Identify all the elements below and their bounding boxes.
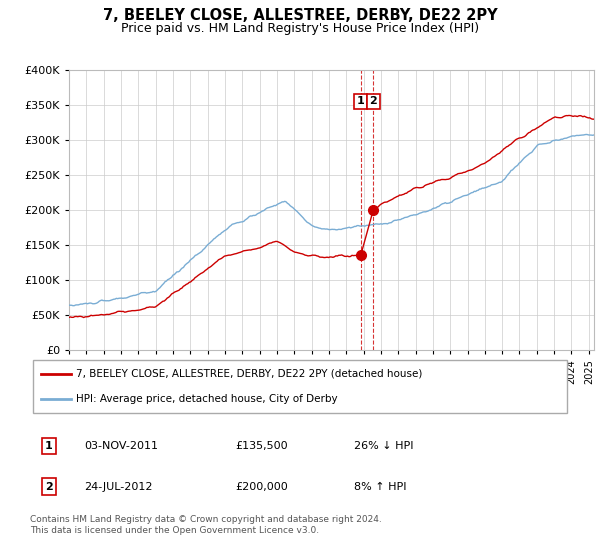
- Text: HPI: Average price, detached house, City of Derby: HPI: Average price, detached house, City…: [76, 394, 338, 404]
- Text: £200,000: £200,000: [235, 482, 288, 492]
- Text: Contains HM Land Registry data © Crown copyright and database right 2024.
This d: Contains HM Land Registry data © Crown c…: [30, 515, 382, 535]
- Text: 24-JUL-2012: 24-JUL-2012: [84, 482, 152, 492]
- Text: 2: 2: [45, 482, 53, 492]
- Text: 1: 1: [45, 441, 53, 451]
- Text: 8% ↑ HPI: 8% ↑ HPI: [354, 482, 407, 492]
- Text: 03-NOV-2011: 03-NOV-2011: [84, 441, 158, 451]
- Text: Price paid vs. HM Land Registry's House Price Index (HPI): Price paid vs. HM Land Registry's House …: [121, 22, 479, 35]
- FancyBboxPatch shape: [33, 360, 568, 413]
- Text: 7, BEELEY CLOSE, ALLESTREE, DERBY, DE22 2PY: 7, BEELEY CLOSE, ALLESTREE, DERBY, DE22 …: [103, 8, 497, 24]
- Text: 2: 2: [370, 96, 377, 106]
- Text: £135,500: £135,500: [235, 441, 288, 451]
- Text: 1: 1: [357, 96, 365, 106]
- Text: 7, BEELEY CLOSE, ALLESTREE, DERBY, DE22 2PY (detached house): 7, BEELEY CLOSE, ALLESTREE, DERBY, DE22 …: [76, 368, 422, 379]
- Text: 26% ↓ HPI: 26% ↓ HPI: [354, 441, 413, 451]
